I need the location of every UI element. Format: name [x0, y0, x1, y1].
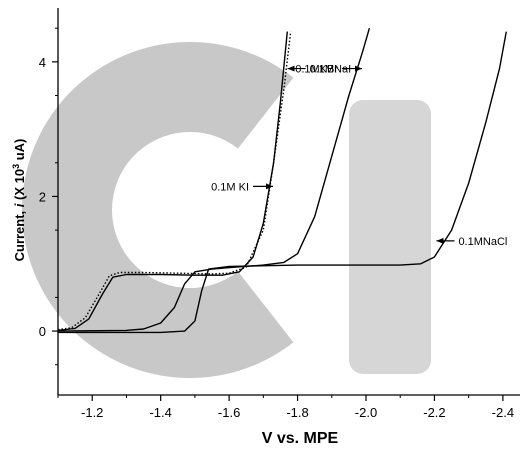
annotation-label: 0.1MKBr — [295, 64, 338, 76]
annotation-label: 0.1M KI — [211, 181, 249, 193]
watermark-i-shape — [349, 100, 431, 374]
series-line-0 — [57, 31, 292, 331]
y-tick-label: 0 — [39, 324, 46, 339]
y-axis-title-var: i — [12, 203, 27, 207]
annotation-label: 0.1MNaCl — [458, 236, 507, 248]
y-ticks: 0 2 4 — [39, 27, 58, 366]
x-axis-title: V vs. MPE — [262, 430, 339, 447]
y-axis-title-exp: 3 — [11, 164, 21, 169]
series-line-1 — [57, 31, 288, 332]
series-line-2 — [57, 28, 371, 332]
series-line-3 — [58, 31, 507, 334]
x-tick-label: -1.4 — [149, 405, 171, 420]
watermark-c-shape — [22, 42, 294, 378]
y-tick-label: 2 — [39, 189, 46, 204]
x-tick-label: -1.2 — [81, 405, 103, 420]
series-layer — [57, 28, 507, 334]
x-tick-label: -2.0 — [355, 405, 377, 420]
annotation-label: 0.1MNaI — [310, 64, 352, 76]
x-tick-label: -2.2 — [423, 405, 445, 420]
y-axis-title-unit-open: (X 10 — [12, 169, 27, 204]
x-ticks: -1.2 -1.4 -1.6 -1.8 -2.0 -2.2 -2.4 — [57, 395, 514, 420]
y-axis-title-prefix: Current, — [12, 207, 27, 261]
x-tick-label: -2.4 — [492, 405, 514, 420]
x-tick-label: -1.6 — [218, 405, 240, 420]
y-axis-title-unit-close: uA) — [12, 139, 27, 164]
y-tick-label: 4 — [39, 55, 46, 70]
x-tick-label: -1.8 — [286, 405, 308, 420]
y-axis-title: Current, i (X 103 uA) — [11, 139, 27, 262]
